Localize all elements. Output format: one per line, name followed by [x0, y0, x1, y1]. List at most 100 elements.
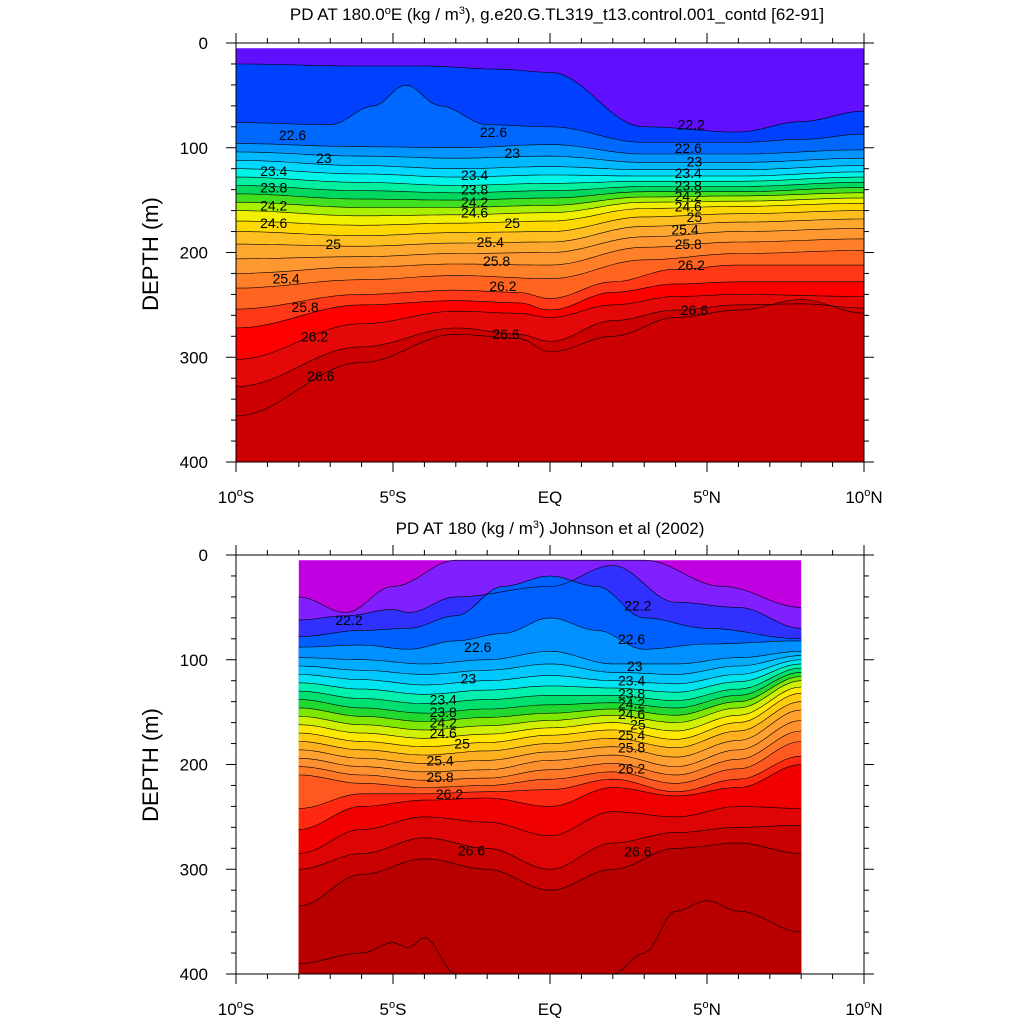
x-tick-label: 10oN: [845, 999, 882, 1019]
contour-label: 23.8: [618, 685, 645, 701]
isopycnal-line-26: [235, 264, 864, 310]
contour-label: 23.8: [675, 178, 702, 194]
isopycnal-line-25.4: [298, 720, 802, 773]
contour-label: 23: [687, 153, 703, 169]
contour-label: 25.8: [483, 253, 510, 269]
contour-label: 23.4: [675, 165, 702, 181]
contour-label: 24.6: [260, 215, 287, 231]
contour-label: 26.2: [301, 328, 328, 344]
isopycnal-line-25.2: [236, 218, 864, 247]
contour-label: 23: [627, 658, 643, 674]
axis-ticks: 0 100 200 300 400 10oS 5oS EQ 5oN 10oN: [180, 545, 883, 1019]
y-tick-label: 200: [180, 244, 208, 263]
contour-label: 24.6: [675, 198, 702, 214]
isopycnal-line-23: [236, 143, 865, 155]
contour-plot-area: 22.222.222.622.6232323.423.423.823.824.2…: [298, 559, 802, 975]
contour-label: 24.2: [618, 696, 645, 712]
panel-observed: PD AT 180 (kg / m3) Johnson et al (2002)…: [138, 519, 883, 1019]
x-tick-label: 5oN: [693, 999, 721, 1019]
isopycnal-line-26: [298, 755, 802, 809]
isopycnal-line-25: [236, 210, 864, 236]
isopycnal-line-26.8: [235, 299, 865, 417]
contour-label: 23.4: [618, 673, 645, 689]
chart-title: PD AT 180.0oE (kg / m3), g.e20.G.TL319_t…: [290, 5, 824, 24]
y-tick-label: 100: [180, 651, 208, 670]
density-band-27: [298, 900, 802, 974]
contour-label: 22.6: [618, 631, 645, 647]
isopycnal-line-25.2: [298, 709, 802, 764]
isopycnal-line-24.2: [298, 676, 802, 722]
isopycnal-line-22.6: [298, 617, 802, 650]
contour-label: 25: [687, 209, 703, 225]
contour-label: 25: [505, 215, 521, 231]
contour-label: 26.6: [681, 302, 708, 318]
contour-label: 25.4: [273, 271, 300, 287]
contour-label: 26.6: [307, 368, 334, 384]
isopycnal-line-22.2: [236, 63, 865, 133]
x-tick-label: 5oN: [693, 487, 721, 507]
contour-label: 25: [630, 717, 646, 733]
y-tick-label: 300: [180, 348, 208, 367]
contour-label: 24.2: [430, 715, 457, 731]
isopycnal-line-24.4: [298, 680, 802, 731]
x-tick-label: 10oS: [218, 999, 254, 1019]
y-tick-label: 300: [180, 860, 208, 879]
isopycnal-line-23.2: [298, 655, 802, 675]
contour-label: 26.2: [489, 278, 516, 294]
isopycnal-line-25: [298, 701, 802, 756]
contour-label: 25: [454, 736, 470, 752]
contour-label: 26.2: [678, 257, 705, 273]
contour-label: 26.2: [436, 786, 463, 802]
isopycnal-line-23.6: [298, 663, 802, 695]
contour-label: 26.6: [492, 326, 519, 342]
isopycnal-line-26.2: [298, 764, 802, 830]
contour-label: 25.8: [291, 299, 318, 315]
x-tick-label: 5oS: [380, 487, 407, 507]
contour-label: 23.8: [461, 182, 488, 198]
isopycnal-line-23.2: [235, 151, 865, 163]
y-tick-label: 400: [180, 453, 208, 472]
isopycnal-line-25.6: [298, 730, 802, 781]
contour-label: 22.2: [678, 117, 705, 133]
contour-label: 22.6: [279, 127, 306, 143]
isopycnal-line-23.4: [235, 160, 864, 170]
isopycnal-line-23.4: [298, 659, 802, 686]
contour-label: 24.2: [260, 197, 287, 213]
contour-label: 24.2: [461, 194, 488, 210]
isopycnal-line-25.8: [236, 250, 864, 289]
contour-label: 23.8: [260, 180, 287, 196]
density-band-26.8: [236, 299, 864, 462]
x-tick-label: 5oS: [380, 999, 407, 1019]
y-tick-label: 0: [199, 34, 208, 53]
isopycnal-line-24.6: [236, 197, 865, 217]
isopycnal-line-25.6: [235, 238, 864, 274]
y-axis-label: DEPTH (m): [138, 708, 163, 822]
y-tick-label: 200: [180, 756, 208, 775]
contour-label: 23.4: [260, 163, 287, 179]
x-tick-label: 10oN: [845, 487, 882, 507]
isopycnal-line-24.8: [298, 693, 802, 747]
contour-label: 26.2: [618, 761, 645, 777]
isopycnal-line-26.4: [298, 806, 802, 854]
contour-label: 24.6: [430, 725, 457, 741]
isopycnal-line-25.8: [298, 741, 802, 788]
contour-label: 23: [461, 671, 477, 687]
contour-label: 23: [505, 145, 521, 161]
contour-label: 22.6: [675, 140, 702, 156]
contour-label: 22.2: [335, 612, 362, 628]
contour-label: 23.4: [430, 692, 457, 708]
isopycnal-line-26.4: [235, 294, 864, 360]
contour-label: 25.4: [477, 234, 504, 250]
contour-label: 23.8: [430, 704, 457, 720]
isopycnal-line-22.2: [298, 575, 802, 640]
isopycnal-line-26.6: [298, 825, 802, 870]
isopycnal-line-24.2: [235, 187, 864, 201]
contour-label: 22.6: [480, 124, 507, 140]
x-tick-label: 10oS: [218, 487, 254, 507]
isopycnal-line-25.4: [236, 228, 864, 260]
contour-label: 25.8: [675, 236, 702, 252]
y-tick-label: 400: [180, 965, 208, 984]
contour-label: 25.4: [618, 727, 645, 743]
isopycnal-line-24.6: [298, 686, 802, 739]
